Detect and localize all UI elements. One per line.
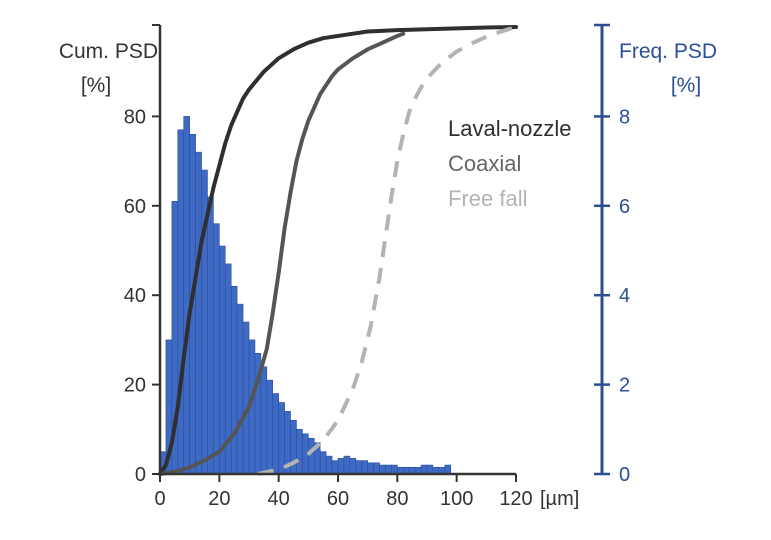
histogram-bar [355,460,363,475]
histogram-bar [319,451,327,475]
left-tick-label: 80 [124,106,146,128]
histogram-bar [266,379,274,475]
x-tick-label: 40 [268,488,290,510]
curve-laval-nozzle [158,25,518,476]
histogram-bars [159,116,452,475]
histogram-bar [230,285,238,475]
legend-item-laval-nozzle: Laval-nozzle [448,116,572,141]
histogram-bar [207,196,214,475]
left-tick-label: 0 [135,464,146,486]
legend-item-free-fall: Free fall [448,186,527,211]
left-y-axis-ticks: 0 20 40 60 80 [124,24,160,486]
right-axis-title-line1: Freq. PSD [619,40,717,63]
x-tick-label: 100 [440,488,473,510]
x-tick-label: 60 [327,488,349,510]
right-tick-label: 0 [619,464,630,486]
histogram-bar [367,462,374,475]
histogram-bar [195,151,202,475]
left-tick-label: 20 [124,375,146,397]
histogram-bar [385,464,392,475]
histogram-bar [236,303,244,475]
curve-coaxial [158,31,406,476]
histogram-bar [308,437,315,475]
histogram-bar [337,458,345,475]
histogram-bar [391,464,398,475]
x-tick-label: 20 [208,488,230,510]
left-axis-title-line2: [%] [81,74,111,97]
right-axis-title-line2: [%] [671,74,701,97]
right-tick-label: 6 [619,196,630,218]
histogram-bar [219,245,226,475]
histogram-bar [183,116,190,475]
histogram-bar [361,460,368,475]
histogram-bar [242,321,250,475]
x-tick-label: 0 [154,488,165,510]
right-tick-label: 4 [619,285,630,307]
right-y-axis-ticks: 0 2 4 6 8 [594,23,630,486]
left-axis-title-line1: Cum. PSD [59,40,158,63]
histogram-bar [213,223,220,475]
histogram-bar [260,366,268,475]
x-tick-label: 80 [386,488,408,510]
right-tick-label: 2 [619,375,630,397]
curve-free-fall [257,25,517,476]
histogram-bar [331,460,339,475]
histogram-bar [426,464,434,475]
histogram-bar [444,464,452,475]
histogram-bar [379,464,386,475]
x-axis-unit-label: [µm] [540,488,579,510]
right-tick-label: 8 [619,106,630,128]
left-tick-label: 60 [124,196,146,218]
histogram-bar [278,402,285,475]
histogram-bar [296,428,303,475]
legend-item-coaxial: Coaxial [448,151,521,176]
cumulative-curves [158,25,518,476]
histogram-bar [373,462,380,475]
histogram-bar [325,455,333,475]
histogram-bar [349,458,357,475]
histogram-bar [177,129,185,475]
histogram-bar [343,455,351,475]
x-axis-ticks: 0 20 40 60 80 100 120 [154,474,533,510]
x-tick-label: 120 [499,488,532,510]
histogram-bar [272,393,279,475]
histogram-bar [420,464,428,475]
legend: Laval-nozzle Coaxial Free fall [448,116,572,211]
left-tick-label: 40 [124,285,146,307]
